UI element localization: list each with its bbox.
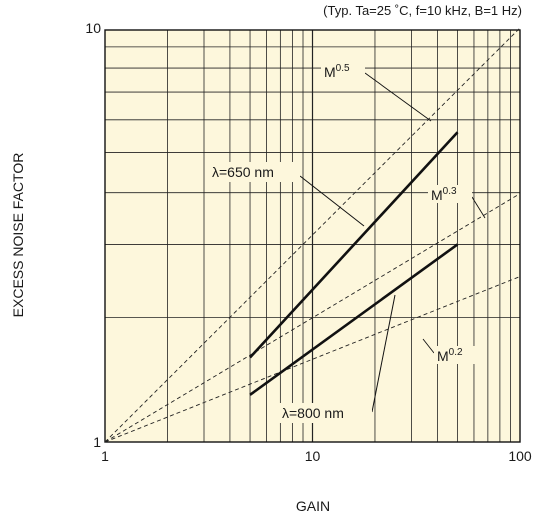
- x-tick-label: 10: [305, 448, 321, 464]
- annotation-box: [208, 162, 300, 182]
- measurement-conditions: (Typ. Ta=25 ˚C, f=10 kHz, B=1 Hz): [323, 3, 522, 18]
- reference-label-box: [428, 185, 472, 203]
- series-lines: [249, 131, 459, 396]
- reference-lines: [104, 27, 521, 443]
- reference-label: M0.5: [324, 63, 350, 80]
- reference-leader: [422, 338, 435, 354]
- reference-label-base: M: [431, 187, 443, 203]
- reference-label: M0.3: [431, 186, 457, 203]
- annotation-leader: [371, 294, 396, 413]
- reference-label-exponent: 0.5: [336, 63, 350, 74]
- reference-leader: [364, 72, 432, 122]
- x-tick-label: 100: [508, 448, 532, 464]
- y-gridlines: [105, 46, 520, 318]
- reference-label-base: M: [437, 348, 449, 364]
- annotation-leader: [299, 175, 365, 227]
- reference-label-box: [434, 346, 478, 364]
- y-tick-label: 1: [93, 434, 101, 450]
- reference-label-box: [321, 62, 365, 80]
- reference-label-exponent: 0.3: [443, 186, 457, 197]
- series-line-1: [249, 131, 459, 359]
- annotation-label: λ=800 nm: [282, 405, 344, 421]
- plot-frame: [104, 29, 521, 443]
- x-tick-label: 1: [101, 448, 109, 464]
- reference-line-m02: [104, 276, 521, 443]
- reference-label-base: M: [324, 64, 336, 80]
- reference-leader: [471, 196, 486, 219]
- y-tick-label: 10: [85, 20, 101, 36]
- reference-label-exponent: 0.2: [449, 347, 463, 358]
- reference-labels: M0.5M0.3M0.2: [321, 62, 486, 364]
- y-axis-label: EXCESS NOISE FACTOR: [10, 152, 26, 318]
- x-gridlines: [167, 30, 511, 442]
- series-line-2: [249, 243, 459, 396]
- tick-labels: 1 10 100 1 10: [85, 20, 531, 464]
- x-axis-label: GAIN: [295, 498, 331, 514]
- annotation-box: [278, 403, 372, 423]
- reference-label: M0.2: [437, 347, 463, 364]
- annotation-label: λ=650 nm: [212, 164, 274, 180]
- reference-line-m03: [104, 193, 521, 443]
- annotations: λ=650 nm λ=800 nm: [208, 162, 396, 423]
